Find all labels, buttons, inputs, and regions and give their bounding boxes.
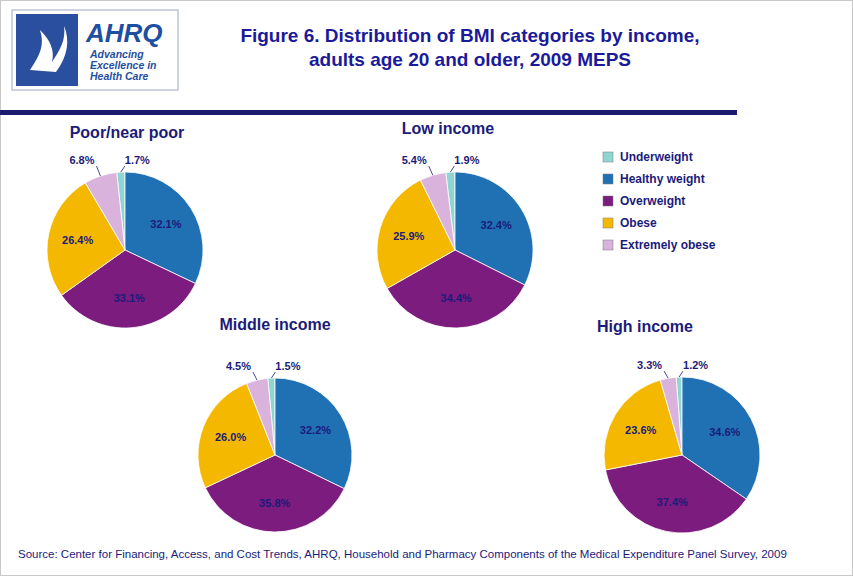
- data-label: 25.9%: [393, 230, 424, 242]
- chart-title: Poor/near poor: [70, 124, 185, 141]
- pie-chart: Middle income 1.5% 32.2% 35.8% 26.0% 4.5%: [198, 316, 352, 532]
- leader-line: [429, 166, 433, 175]
- legend-swatch: [603, 196, 613, 206]
- legend-entry: Extremely obese: [620, 238, 716, 252]
- slice: [247, 378, 275, 455]
- data-labels: 1.2% 34.6% 37.4% 23.6% 3.3%: [625, 359, 740, 508]
- legend: Underweight Healthy weight Overweight Obese…: [603, 150, 716, 252]
- data-label: 32.1%: [150, 218, 181, 230]
- data-labels: 1.5% 32.2% 35.8% 26.0% 4.5%: [215, 360, 331, 509]
- data-label: 26.4%: [62, 234, 93, 246]
- data-label: 26.0%: [215, 431, 246, 443]
- source: Source: Center for Financing, Access, an…: [18, 548, 787, 560]
- legend-swatch: [603, 218, 613, 228]
- header-rule: [0, 110, 737, 115]
- legend-entry: Obese: [620, 216, 657, 230]
- slice: [420, 173, 455, 250]
- logo-name: AHRQ: [85, 18, 163, 48]
- logo-eagle: [30, 26, 67, 72]
- data-label: 33.1%: [114, 292, 145, 304]
- logo-seal: [16, 14, 78, 86]
- slices: [377, 172, 533, 328]
- data-label: 1.5%: [275, 360, 300, 372]
- frame: [1, 1, 853, 576]
- data-label: 1.2%: [683, 359, 708, 371]
- leader-line: [679, 371, 683, 377]
- legend-swatch: [603, 152, 613, 162]
- title: Figure 6. Distribution of BMI categories…: [240, 25, 699, 46]
- data-label: 4.5%: [226, 360, 251, 372]
- legend-swatch: [603, 240, 613, 250]
- pie-chart: Low income 1.9% 32.4% 34.4% 25.9% 5.4%: [377, 120, 533, 328]
- logo-tagline: Health Care: [90, 70, 149, 82]
- logo-box: [12, 10, 178, 90]
- leader-line: [450, 166, 454, 172]
- slice: [605, 455, 746, 533]
- legend-entry: Healthy weight: [620, 172, 705, 186]
- slices: [47, 172, 203, 328]
- data-label: 32.2%: [300, 424, 331, 436]
- slices: [198, 378, 352, 532]
- pie-chart: High income 1.2% 34.6% 37.4% 23.6% 3.3%: [597, 318, 760, 533]
- chart-title: Middle income: [219, 316, 330, 333]
- data-label: 3.3%: [637, 359, 662, 371]
- slices: [604, 377, 760, 533]
- leader-line: [271, 372, 275, 378]
- title: adults age 20 and older, 2009 MEPS: [309, 49, 631, 70]
- data-label: 6.8%: [69, 154, 94, 166]
- slice: [660, 377, 682, 455]
- data-labels: 1.7% 32.1% 33.1% 26.4% 6.8%: [62, 154, 182, 304]
- data-label: 5.4%: [402, 154, 427, 166]
- legend-swatch: [603, 174, 613, 184]
- data-label: 32.4%: [481, 219, 512, 231]
- logo: AHRQAdvancingExcellence inHealth Care: [12, 10, 178, 90]
- legend-entry: Underweight: [620, 150, 693, 164]
- data-label: 34.4%: [441, 292, 472, 304]
- data-label: 1.9%: [454, 154, 479, 166]
- data-labels: 1.9% 32.4% 34.4% 25.9% 5.4%: [393, 154, 512, 304]
- data-label: 34.6%: [709, 426, 740, 438]
- leader-line: [664, 371, 668, 378]
- data-label: 37.4%: [657, 496, 688, 508]
- data-label: 35.8%: [259, 497, 290, 509]
- figure: AHRQAdvancingExcellence inHealth Care Fig…: [0, 0, 853, 576]
- leader-line: [96, 166, 100, 176]
- legend-entry: Overweight: [620, 194, 685, 208]
- leader-line: [121, 166, 125, 172]
- chart-title: High income: [597, 318, 693, 335]
- leader-line: [253, 372, 257, 380]
- data-label: 23.6%: [625, 424, 656, 436]
- chart-title: Low income: [402, 120, 495, 137]
- data-label: 1.7%: [125, 154, 150, 166]
- pie-chart: Poor/near poor 1.7% 32.1% 33.1% 26.4% 6.8%: [47, 124, 203, 328]
